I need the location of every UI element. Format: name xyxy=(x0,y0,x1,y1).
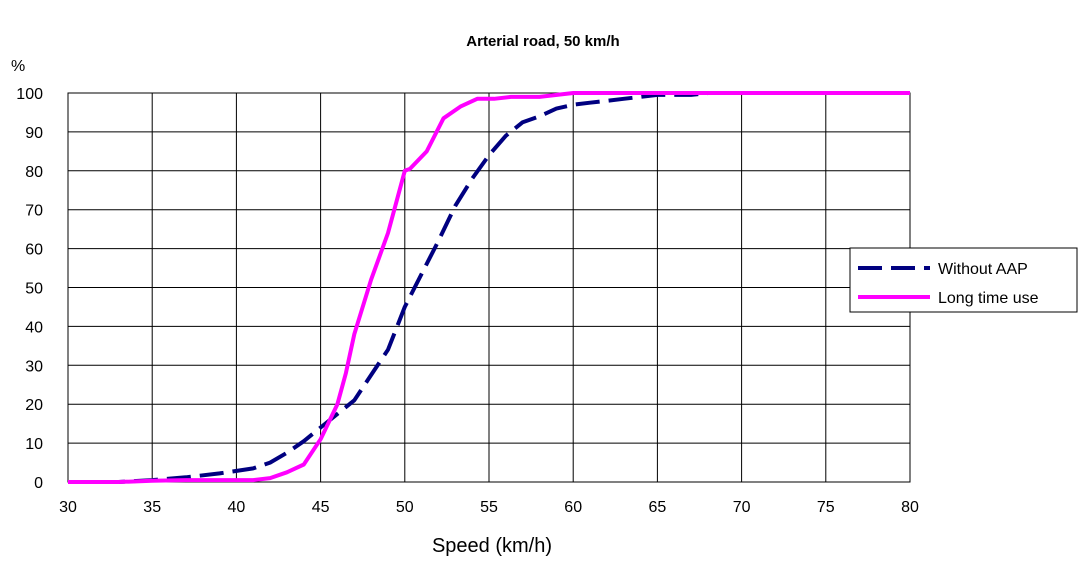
series-lines xyxy=(68,91,910,484)
x-tick-label: 65 xyxy=(649,499,667,516)
y-tick-label: 0 xyxy=(34,475,43,492)
legend-box xyxy=(849,247,1078,313)
y-tick-label: 50 xyxy=(25,281,43,298)
x-tick-label: 60 xyxy=(564,499,582,516)
y-tick-label: 100 xyxy=(16,86,43,103)
x-tick-label: 50 xyxy=(396,499,414,516)
x-tick-label: 45 xyxy=(312,499,330,516)
y-tick-label: 60 xyxy=(25,242,43,259)
legend-label-without-aap: Without AAP xyxy=(938,261,1028,278)
x-axis-label: Speed (km/h) xyxy=(432,535,552,557)
y-tick-label: 40 xyxy=(25,319,43,336)
y-tick-label: 30 xyxy=(25,358,43,375)
x-tick-label: 80 xyxy=(901,499,919,516)
series-line-long-time-use xyxy=(68,91,910,484)
y-tick-label: 90 xyxy=(25,125,43,142)
x-tick-label: 30 xyxy=(59,499,77,516)
x-tick-label: 70 xyxy=(733,499,751,516)
x-tick-labels: 30 35 40 45 50 55 60 65 70 75 80 xyxy=(59,499,919,516)
y-tick-label: 20 xyxy=(25,397,43,414)
x-tick-label: 75 xyxy=(817,499,835,516)
y-tick-label: 10 xyxy=(25,436,43,453)
chart-title: Arterial road, 50 km/h xyxy=(466,33,619,50)
x-tick-label: 35 xyxy=(143,499,161,516)
x-tick-label: 40 xyxy=(228,499,246,516)
grid xyxy=(67,92,911,483)
legend: Without AAP Long time use xyxy=(849,247,1078,313)
y-tick-labels: 0 10 20 30 40 50 60 70 80 90 100 xyxy=(16,86,43,492)
legend-label-long-time-use: Long time use xyxy=(938,290,1039,307)
y-tick-label: 70 xyxy=(25,203,43,220)
y-axis-label: % xyxy=(11,58,25,75)
x-tick-label: 55 xyxy=(480,499,498,516)
y-tick-label: 80 xyxy=(25,164,43,181)
